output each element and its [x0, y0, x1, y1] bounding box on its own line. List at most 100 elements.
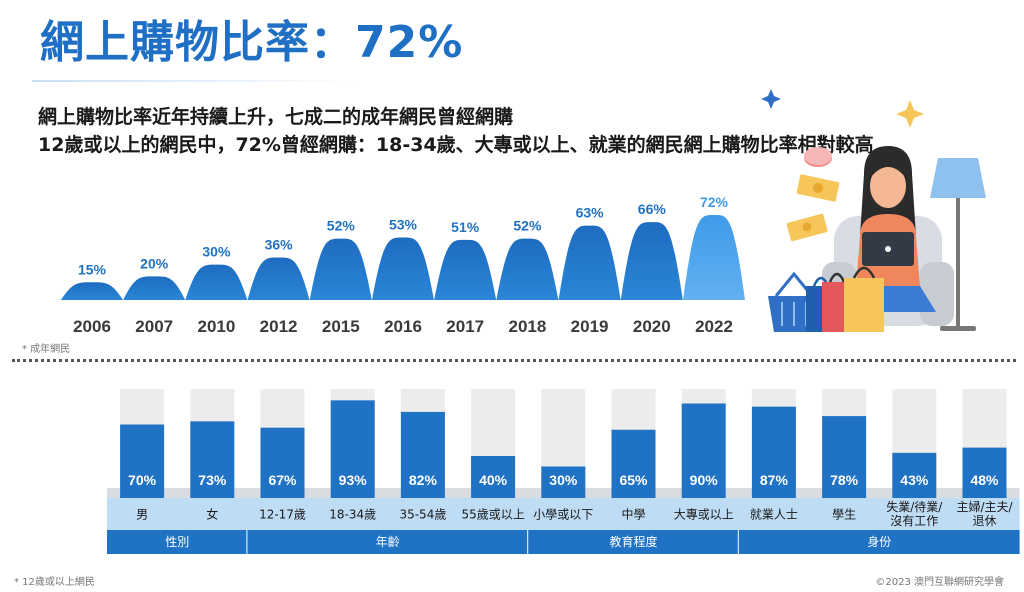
category-label: 中學 [621, 507, 645, 522]
bar-失業/待業/沒有工作 [892, 452, 937, 498]
category-label: 退休 [972, 514, 996, 528]
year-value-label: 66% [638, 201, 667, 217]
bar-value-label: 90% [690, 472, 719, 488]
banknote-icon [786, 174, 840, 242]
year-value-label: 51% [451, 219, 480, 235]
category-label: 女 [206, 507, 218, 522]
year-axis-label: 2007 [135, 317, 173, 336]
year-mound-2010 [185, 264, 248, 300]
year-axis-label: 2019 [571, 317, 609, 336]
subtitle-line-1: 網上購物比率近年持續上升，七成二的成年網民曾經網購 [38, 106, 514, 128]
category-label: 35-54歲 [399, 508, 446, 522]
year-value-label: 53% [389, 216, 418, 232]
category-label: 男 [136, 508, 148, 522]
year-axis-label: 2020 [633, 317, 671, 336]
year-mound-2006 [61, 282, 123, 300]
bar-學生 [822, 416, 867, 498]
year-mound-2020 [620, 222, 683, 300]
bar-value-label: 87% [760, 472, 789, 488]
coin-icon [804, 147, 832, 167]
shopping-bags-icon [806, 266, 884, 332]
year-value-label: 30% [202, 244, 231, 260]
bar-大專或以上 [681, 403, 726, 498]
bar-value-label: 78% [830, 472, 859, 488]
category-label: 55歲或以上 [461, 508, 524, 522]
bar-18-34歲 [330, 400, 375, 498]
bar-55歲或以上 [471, 456, 516, 498]
page-title: 網上購物比率：72% [40, 17, 464, 68]
bar-value-label: 67% [268, 472, 297, 488]
title-underline [32, 80, 362, 82]
bar-中學 [611, 429, 656, 498]
category-label: 失業/待業/ [886, 499, 943, 514]
category-label: 學生 [832, 508, 856, 522]
category-label: 小學或以下 [533, 508, 593, 522]
category-label: 沒有工作 [890, 514, 938, 528]
category-label-band [107, 498, 1020, 530]
year-axis-label: 2015 [322, 317, 360, 336]
year-value-label: 36% [265, 237, 294, 253]
bar-value-label: 40% [479, 472, 508, 488]
adult-netizens-note: * 成年網民 [22, 344, 71, 355]
year-axis-label: 2016 [384, 317, 422, 336]
year-mound-2012 [247, 257, 310, 300]
online-shopper-illustration [761, 89, 986, 332]
year-mound-2016 [372, 237, 434, 300]
bar-女 [190, 421, 235, 498]
bar-value-label: 48% [970, 472, 999, 488]
bar-主婦/主夫/退休 [962, 447, 1007, 498]
bar-value-label: 73% [198, 472, 227, 488]
woman-figure [840, 146, 936, 312]
bar-小學或以下 [541, 466, 586, 498]
bar-12-17歲 [260, 427, 305, 498]
bar-value-label: 82% [409, 472, 438, 488]
category-label: 18-34歲 [329, 508, 376, 522]
group-band [738, 530, 1020, 554]
year-axis-label: 2006 [73, 317, 111, 336]
category-label: 大專或以上 [674, 508, 734, 522]
bar-value-label: 93% [339, 472, 368, 488]
year-value-label: 63% [576, 205, 605, 221]
bar-value-label: 30% [549, 472, 578, 488]
subtitle-line-2: 12歲或以上的網民中，72%曾經網購：18-34歲、大專或以上、就業的網民網上購… [38, 134, 874, 156]
bar-value-label: 43% [900, 472, 929, 488]
year-axis-label: 2010 [197, 317, 235, 336]
bar-男 [120, 424, 165, 498]
year-value-label: 72% [700, 194, 729, 210]
year-mound-2022 [683, 215, 745, 300]
copyright-text: ©2023 澳門互聯網研究學會 [875, 577, 1004, 588]
category-label: 主婦/主夫/ [956, 499, 1013, 514]
year-mound-2007 [123, 276, 186, 300]
group-band [528, 530, 738, 554]
category-label: 就業人士 [750, 508, 798, 522]
year-value-label: 52% [327, 218, 356, 234]
group-label: 身份 [867, 534, 891, 549]
year-mound-2017 [434, 239, 497, 300]
sparkle-icon [761, 89, 781, 109]
group-label: 性別 [165, 535, 189, 549]
year-value-label: 15% [78, 261, 107, 277]
year-mound-2015 [309, 238, 372, 300]
year-axis-label: 2022 [695, 317, 733, 336]
bar-value-label: 65% [619, 472, 648, 488]
group-band [107, 530, 247, 554]
category-label: 12-17歲 [259, 508, 306, 522]
floor-lamp-icon [930, 158, 986, 331]
year-axis-label: 2018 [508, 317, 546, 336]
year-value-label: 52% [513, 218, 542, 234]
star-icon [896, 100, 924, 128]
bar-value-label: 70% [128, 472, 157, 488]
year-axis-label: 2012 [260, 317, 298, 336]
netizens-12plus-note: * 12歲或以上網民 [14, 577, 95, 588]
group-label: 教育程度 [609, 534, 657, 549]
bar-35-54歲 [400, 411, 445, 498]
year-mound-2019 [558, 225, 621, 300]
bar-就業人士 [751, 406, 796, 498]
year-axis-label: 2017 [446, 317, 484, 336]
section-divider [12, 359, 1016, 362]
year-mound-2018 [496, 238, 559, 300]
year-value-label: 20% [140, 255, 169, 271]
group-band [247, 530, 528, 554]
